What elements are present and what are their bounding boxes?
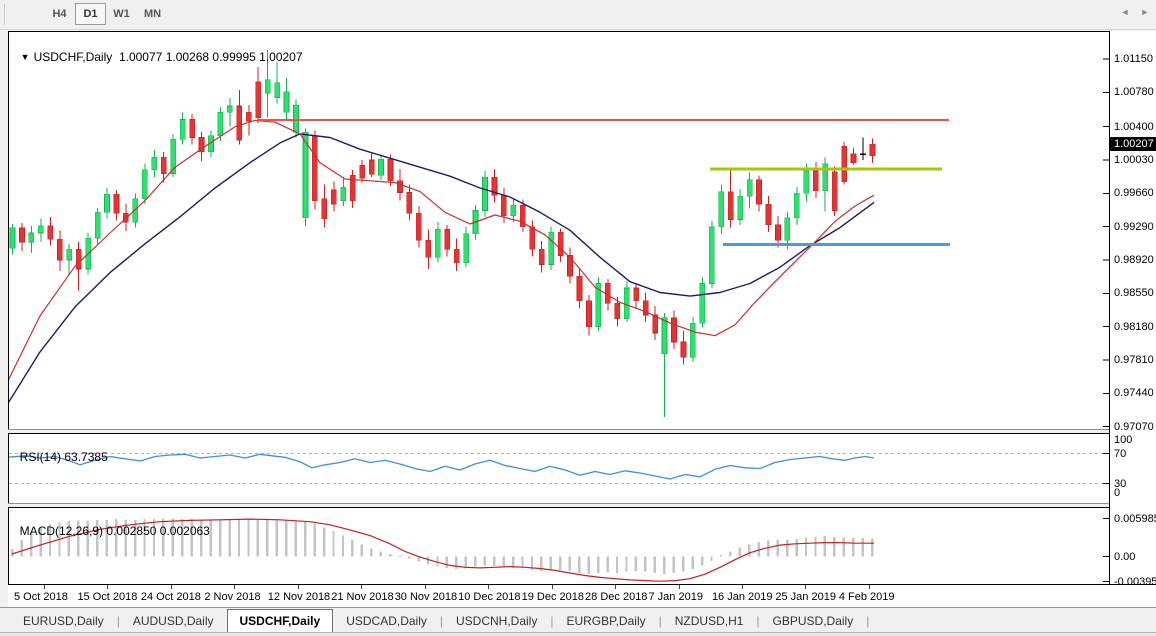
price-axis-label: 1.00780 [1114,86,1154,99]
date-label: 24 Oct 2018 [140,591,201,603]
period-button-h4[interactable]: H4 [52,8,67,20]
chart-tab-nzdusd[interactable]: NZDUSD,H1 [674,614,744,628]
chart-tab-usdcad[interactable]: USDCAD,Daily [346,614,427,628]
price-axis-label: 1.01150 [1114,53,1153,66]
window-bottom-edge [0,632,1156,636]
date-tick [234,585,236,589]
date-tick [741,585,743,589]
date-tick [868,585,870,589]
date-tick [361,585,363,589]
time-axis[interactable]: 5 Oct 2018 15 Oct 2018 24 Oct 2018 2 Nov 20… [8,584,1156,607]
panel-splitter[interactable] [8,503,1109,508]
date-label: 25 Jan 2019 [775,591,836,603]
date-tick [488,585,490,589]
chart-tab-usdchf[interactable]: USDCHF,Daily [226,609,334,634]
price-axis-label: 0.99660 [1114,187,1154,200]
macd-axis-label: 0.00 [1114,550,1136,563]
ohlc-high: 1.00268 [165,50,210,64]
tab-divider: | [658,614,662,628]
date-label: 12 Nov 2018 [267,591,331,603]
macd-panel[interactable] [8,507,1110,586]
date-label: 10 Dec 2018 [458,591,521,603]
date-label: 28 Dec 2018 [585,591,648,603]
chart-tab-bar: EURUSD,Daily | AUDUSD,Daily USDCHF,Daily USD… [0,607,1156,634]
date-tick [297,585,299,589]
tab-scroll-left-icon[interactable]: ◄ [1120,7,1130,17]
date-label: 30 Nov 2018 [394,591,458,603]
rsi-value: 63.7385 [64,450,108,464]
date-label: 4 Feb 2019 [838,591,895,603]
date-label: 2 Nov 2018 [204,591,261,603]
chart-tab-eurusd[interactable]: EURUSD,Daily [23,614,104,628]
price-axis-line [1109,31,1110,584]
date-tick [551,585,553,589]
date-label: 15 Oct 2018 [77,591,138,603]
date-tick [678,585,680,589]
tab-divider: | [116,614,120,628]
price-axis-label: 0.97070 [1114,420,1154,433]
period-toolbar: H4 D1 W1 MN [0,0,1156,30]
rsi-axis-label: 0 [1114,487,1121,499]
date-label: 21 Nov 2018 [331,591,394,603]
rsi-axis-label: 70 [1114,447,1127,460]
date-tick [615,585,617,589]
tab-divider: | [550,614,554,628]
rsi-label: RSI(14) 63.7385 [19,450,108,464]
chart-tab-gbpusd[interactable]: GBPUSD,Daily [772,614,854,628]
period-button-mn[interactable]: MN [143,8,162,20]
rsi-axis-label: 30 [1114,477,1127,490]
date-tick [107,585,109,589]
rsi-axis-label: 100 [1114,434,1133,446]
macd-axis-label: 0.005985 [1114,512,1156,525]
rsi-panel[interactable] [8,433,1110,505]
price-axis-label: 0.98180 [1114,320,1154,333]
tab-divider: | [756,614,760,628]
macd-chart[interactable] [9,508,1109,583]
date-tick [44,585,45,589]
current-price-tag: 1.00207 [1110,137,1156,152]
chart-header: ▼ USDCHF,Daily 1.00077 1.00268 0.99995 1.… [14,36,303,64]
price-axis-label: 1.00400 [1114,120,1154,133]
ohlc-open: 1.00077 [118,50,163,64]
period-button-d1[interactable]: D1 [75,3,106,25]
chart-dropdown-icon[interactable]: ▼ [20,52,30,62]
date-tick [805,585,807,589]
tab-scroll-right-icon[interactable]: ► [1140,7,1150,17]
date-label: 7 Jan 2019 [648,591,703,603]
tab-divider: | [439,614,443,628]
date-tick [170,585,172,589]
chart-symbol-label: USDCHF,Daily [33,50,113,64]
chart-tab-audusd[interactable]: AUDUSD,Daily [132,614,214,628]
toolbar-clipped-button [0,4,5,25]
main-chart-panel[interactable] [8,31,1110,430]
candlestick-chart[interactable] [9,32,1109,428]
ohlc-low: 0.99995 [212,50,256,64]
macd-value-main: 0.002850 [106,524,157,538]
ohlc-close: 1.00207 [259,50,303,64]
date-label: 16 Jan 2019 [711,591,773,603]
panel-splitter[interactable] [8,429,1109,434]
date-tick [424,585,426,589]
macd-label: MACD(12,26,9) 0.002850 0.002063 [19,524,210,538]
tab-divider: | [866,614,870,628]
period-button-w1[interactable]: W1 [113,8,130,20]
price-axis-label: 0.97810 [1114,354,1154,367]
date-label: 19 Dec 2018 [521,591,584,603]
chart-tab-usdcnh[interactable]: USDCNH,Daily [456,614,538,628]
price-axis-label: 0.99290 [1114,220,1154,233]
price-axis-label: 1.00030 [1114,154,1154,167]
price-axis-label: 0.98550 [1114,287,1154,300]
price-axis[interactable]: 1.00207 1.01150 1.00780 1.00400 1.00030 0.99… [1110,31,1156,588]
rsi-chart[interactable] [9,434,1109,502]
chart-tab-eurgbp[interactable]: EURGBP,Daily [566,614,646,628]
price-axis-label: 0.98920 [1114,254,1154,267]
price-axis-label: 0.97440 [1114,387,1154,400]
date-label: 5 Oct 2018 [14,591,68,603]
macd-value-signal: 0.002063 [159,524,210,538]
